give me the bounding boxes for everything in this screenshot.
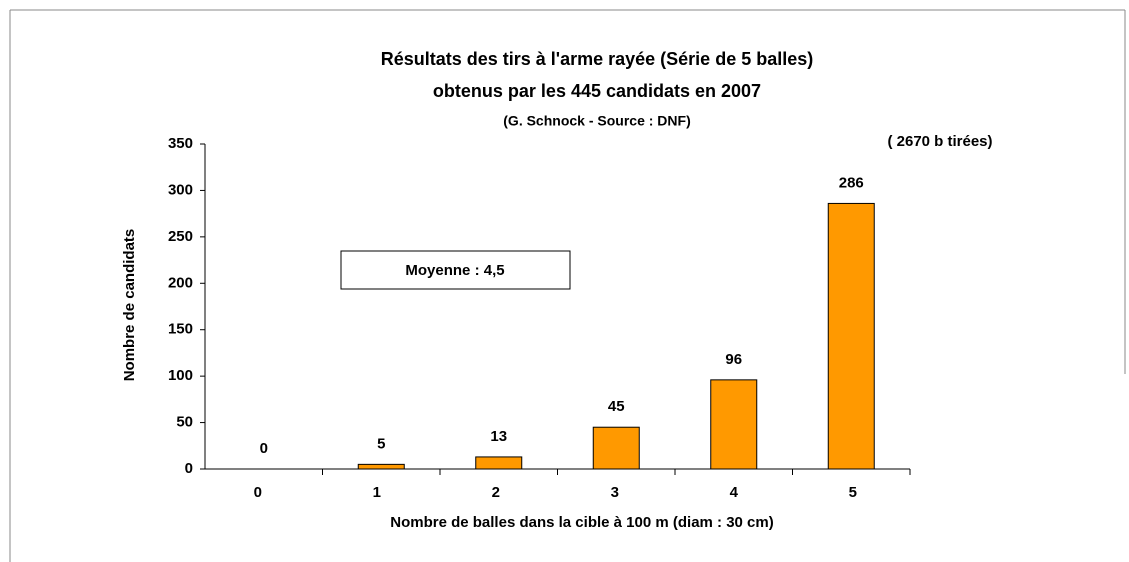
x-tick-label: 4 xyxy=(730,484,739,501)
annotation: Moyenne : 4,5 xyxy=(405,262,504,279)
data-label: 0 xyxy=(260,440,268,457)
chart-title: obtenus par les 445 candidats en 2007 xyxy=(433,81,761,101)
x-tick-label: 3 xyxy=(611,484,619,501)
y-axis-label: Nombre de candidats xyxy=(121,229,138,382)
x-tick-label: 0 xyxy=(254,484,262,501)
bar xyxy=(592,426,640,470)
x-tick-label: 2 xyxy=(492,484,500,501)
y-tick-label: 200 xyxy=(168,274,193,291)
y-tick-label: 100 xyxy=(168,367,193,384)
annotation: ( 2670 b tirées) xyxy=(887,133,992,150)
chart-title: Résultats des tirs à l'arme rayée (Série… xyxy=(381,49,814,69)
x-axis-label: Nombre de balles dans la cible à 100 m (… xyxy=(390,514,773,531)
y-tick-label: 250 xyxy=(168,228,193,245)
x-tick-label: 1 xyxy=(373,484,381,501)
y-tick-label: 150 xyxy=(168,321,193,338)
bar xyxy=(357,463,405,470)
bar xyxy=(710,379,758,470)
chart-subtitle: (G. Schnock - Source : DNF) xyxy=(503,113,690,129)
data-label: 286 xyxy=(839,174,864,191)
y-tick-label: 0 xyxy=(185,460,193,477)
x-tick-label: 5 xyxy=(849,484,857,501)
data-label: 96 xyxy=(725,351,742,368)
annotation-box xyxy=(340,250,571,290)
data-label: 13 xyxy=(490,428,507,445)
data-label: 5 xyxy=(377,435,385,452)
bar xyxy=(475,456,523,470)
y-tick-label: 50 xyxy=(176,414,193,431)
data-label: 45 xyxy=(608,398,625,415)
y-tick-label: 350 xyxy=(168,135,193,152)
y-tick-label: 300 xyxy=(168,181,193,198)
bar xyxy=(827,202,875,470)
